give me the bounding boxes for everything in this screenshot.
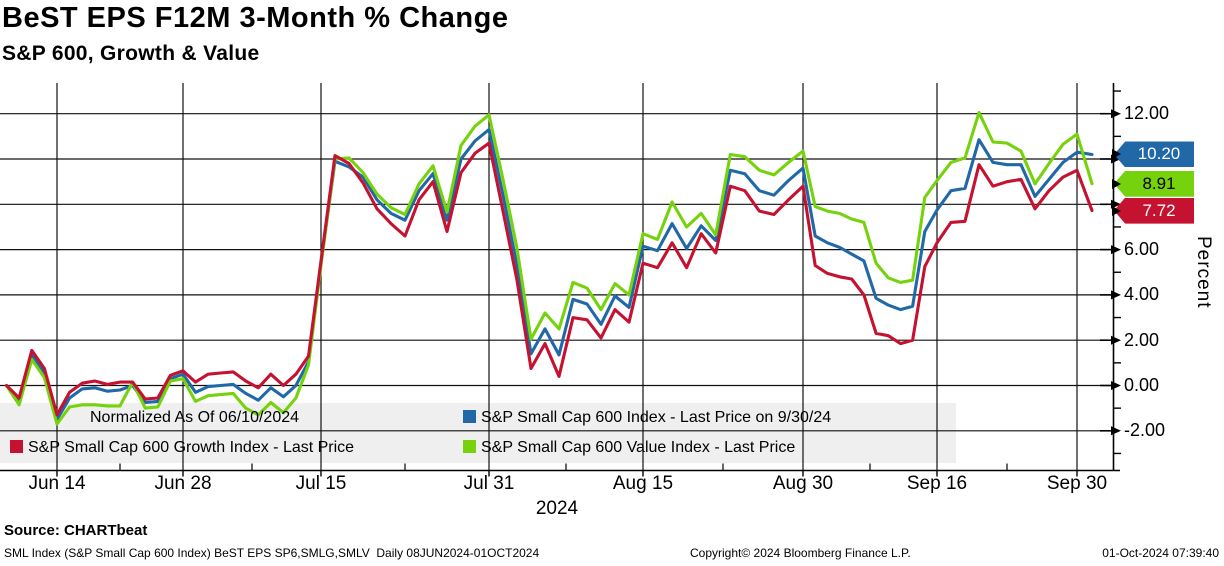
series-line [4, 111, 1094, 426]
legend-background [0, 403, 956, 463]
y-tick-arrow-icon [1111, 154, 1121, 164]
y-tick-arrow-icon [1111, 335, 1121, 345]
y-tick-arrow-icon [1111, 290, 1121, 300]
y-tick-arrow-icon [1111, 381, 1121, 390]
chart-subtitle: S&P 600, Growth & Value [2, 42, 260, 65]
y-tick-arrow-icon [1111, 245, 1121, 255]
y-tick-arrow-icon [1111, 426, 1121, 436]
chart-title: BeST EPS F12M 3-Month % Change [2, 2, 509, 34]
series-line [4, 141, 1094, 417]
y-tick-arrow-icon [1111, 199, 1121, 209]
series-line [4, 128, 1094, 422]
y-tick-arrow-icon [1111, 109, 1121, 119]
